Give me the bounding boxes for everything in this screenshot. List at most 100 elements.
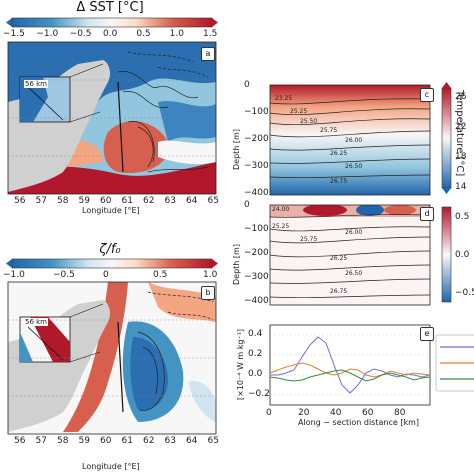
map-a-x-tick: 58 — [57, 196, 69, 206]
map-a-x-tick: 57 — [35, 196, 47, 206]
section-c-y-tick: 0 — [244, 80, 250, 90]
section-panel-c — [269, 84, 431, 196]
section-c-contour-label: 26.25 — [330, 150, 348, 157]
map-b-x-tick: 63 — [164, 436, 176, 446]
map-a-x-tick: 59 — [78, 196, 90, 206]
colorbar-a — [6, 17, 218, 28]
chart-e-x-tick: 0 — [266, 408, 272, 418]
colorbar-b-tick: −0.5 — [53, 270, 75, 280]
map-a-x-tick: 56 — [14, 196, 26, 206]
colorbar-c-tick: 14 — [455, 182, 467, 192]
inset-a-label: 56 km — [24, 80, 49, 88]
panel-c-label: c — [420, 88, 434, 102]
map-a-x-tick: 65 — [207, 196, 219, 206]
chart-e-x-tick: 20 — [298, 408, 310, 418]
panel-d-label: d — [420, 207, 434, 221]
panel-a-label: a — [201, 47, 215, 61]
chart-e-xlabel: Along − section distance [km] — [298, 418, 419, 427]
section-c-contour-label: 23.25 — [275, 95, 293, 102]
section-d-y-tick: −300 — [244, 272, 269, 282]
map-b-x-tick: 59 — [78, 436, 90, 446]
colorbar-a-tick: 1.5 — [203, 29, 218, 39]
colorbar-d-tick: 0.5 — [455, 212, 470, 222]
colorbar-a-title: Δ SST [°C] — [76, 0, 144, 15]
colorbar-b-tick: −1.0 — [3, 270, 25, 280]
chart-e-y-tick: 0.2 — [248, 349, 263, 359]
section-c-contour-label: 26.50 — [345, 163, 363, 170]
section-c-contour-label: 26.00 — [345, 137, 363, 144]
colorbar-c-label: Temperature [°C] — [454, 90, 465, 177]
map-b-x-tick: 65 — [207, 436, 219, 446]
map-a-x-tick: 63 — [164, 196, 176, 206]
section-d-contour-label: 25.75 — [300, 236, 318, 243]
chart-e-y-tick: −0.2 — [248, 389, 270, 399]
colorbar-b-tick: 1.0 — [203, 270, 218, 280]
colorbar-a-tick: −1.0 — [36, 29, 59, 39]
section-d-contour-label: 26.50 — [345, 270, 363, 277]
section-c-y-tick: −300 — [244, 161, 269, 171]
section-c-y-tick: −100 — [244, 107, 269, 117]
colorbar-a-tick: −1.5 — [3, 29, 25, 39]
colorbar-a-tick: 1.0 — [169, 29, 184, 39]
series-line-1 — [269, 362, 431, 378]
colorbar-d-tick: −0.5 — [455, 288, 474, 298]
section-c-ylabel: Depth [m] — [232, 129, 241, 170]
colorbar-c — [441, 82, 452, 194]
series-line-2 — [269, 369, 431, 382]
map-a-x-tick: 60 — [100, 196, 112, 206]
chart-e-x-tick: 60 — [362, 408, 374, 418]
section-c-contour-label: 26.75 — [330, 178, 348, 185]
colorbar-b — [6, 258, 218, 269]
panel-e-label: e — [420, 327, 434, 341]
map-b-x-tick: 60 — [100, 436, 112, 446]
section-d-ylabel: Depth [m] — [232, 244, 241, 285]
map-panel-b — [7, 281, 217, 435]
colorbar-c-tick: 18 — [455, 152, 467, 162]
map-a-xlabel: Longitude [°E] — [82, 206, 140, 215]
section-d-y-tick: −100 — [244, 224, 269, 234]
map-b-x-tick: 56 — [14, 436, 26, 446]
section-d-contour-label: 25.25 — [272, 223, 290, 230]
section-c-contour-label: 25.75 — [320, 127, 338, 134]
colorbar-d-tick: 0.0 — [455, 250, 470, 260]
map-a-x-tick: 61 — [121, 196, 133, 206]
line-chart-panel-e — [269, 324, 431, 406]
map-a-x-tick: 62 — [143, 196, 155, 206]
map-b-x-tick: 62 — [143, 436, 155, 446]
chart-e-x-tick: 80 — [394, 408, 406, 418]
section-c-y-tick: −200 — [244, 134, 269, 144]
chart-e-ylabel: [×10⁻⁴ W m kg⁻¹] — [236, 328, 245, 400]
map-b-xlabel: Longitude [°E] — [82, 462, 140, 471]
inset-b-label: 56 km — [24, 318, 49, 326]
section-c-y-tick: −400 — [244, 188, 269, 198]
section-d-y-tick: −200 — [244, 248, 269, 258]
section-panel-d — [269, 204, 431, 306]
map-b-x-tick: 61 — [121, 436, 133, 446]
chart-e-y-tick: 0.0 — [248, 369, 263, 379]
colorbar-b-tick: 0.5 — [153, 270, 168, 280]
colorbar-a-tick: −0.5 — [69, 29, 92, 39]
section-d-contour-label: 24.00 — [272, 206, 290, 213]
chart-e-legend — [435, 334, 474, 392]
chart-e-x-tick: 40 — [330, 408, 342, 418]
series-line-0 — [270, 336, 431, 394]
section-c-contour-label: 25.25 — [290, 108, 308, 115]
section-d-contour-label: 26.25 — [330, 255, 348, 262]
section-c-contour-label: 25.50 — [300, 118, 318, 125]
colorbar-c-tick: 22 — [455, 122, 467, 132]
map-panel-a — [7, 41, 217, 195]
section-d-contour-label: 26.00 — [345, 229, 363, 236]
chart-e-y-tick: 0.4 — [248, 329, 263, 339]
section-d-y-tick: −400 — [244, 296, 269, 306]
map-a-x-tick: 64 — [186, 196, 198, 206]
colorbar-c-tick: 26 — [455, 92, 467, 102]
map-b-x-tick: 57 — [35, 436, 47, 446]
colorbar-a-tick: 0.5 — [136, 29, 151, 39]
panel-b-label: b — [201, 286, 215, 300]
section-d-contour-label: 26.75 — [330, 288, 348, 295]
map-b-x-tick: 58 — [57, 436, 69, 446]
colorbar-a-tick: 0.0 — [103, 29, 118, 39]
colorbar-b-tick: 0 — [103, 270, 109, 280]
colorbar-b-title: ζ/f₀ — [99, 242, 121, 257]
map-b-x-tick: 64 — [186, 436, 198, 446]
